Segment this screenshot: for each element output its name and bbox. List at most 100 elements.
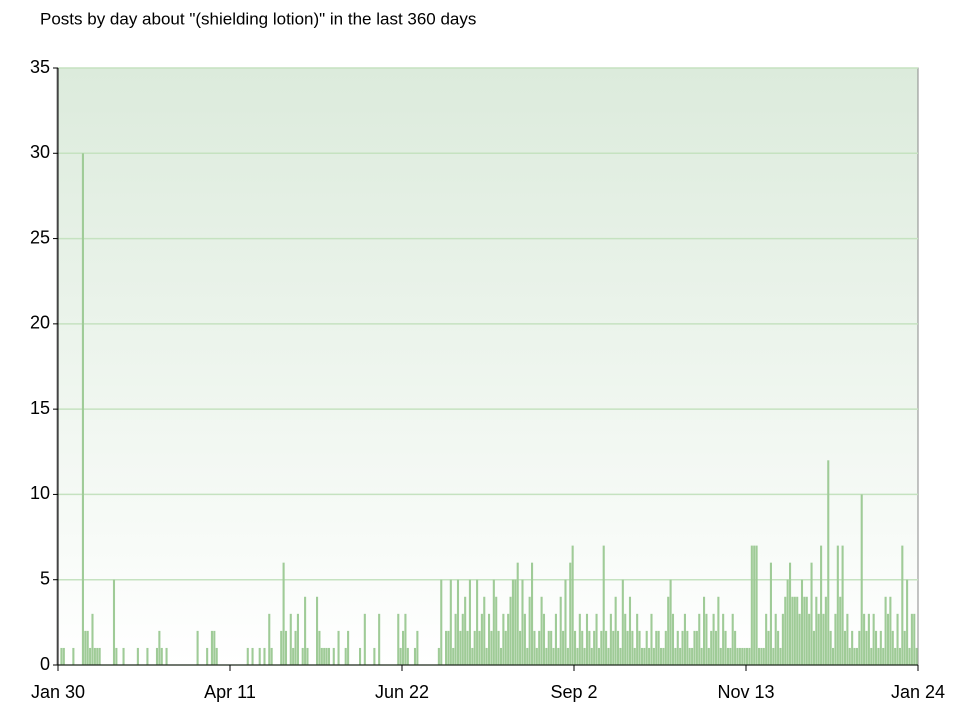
bar [879,630,882,665]
bar [832,647,835,665]
bar [402,630,405,665]
bar [652,647,655,665]
bar [588,630,591,665]
bar [631,630,634,665]
bar [894,647,897,665]
bar [585,613,589,665]
bar [282,562,285,665]
bar [808,613,811,665]
bar [215,647,218,665]
bar [93,647,96,665]
bar [146,647,149,665]
bar [755,545,758,665]
bar [485,647,488,665]
y-tick-label: 15 [30,398,50,418]
bar [865,630,868,665]
bar [836,545,839,665]
bar [449,579,452,665]
bar [614,596,617,665]
bar [798,613,801,665]
bar [703,596,706,665]
bar [913,613,916,665]
bar [122,647,125,665]
bar [72,647,75,665]
bar [662,647,665,665]
bar [562,630,565,665]
bar [619,647,622,665]
bar [284,630,288,665]
bar [750,545,753,665]
bar [559,596,562,665]
bar [760,647,763,665]
bar [533,630,536,665]
bar [903,630,906,665]
chart-title: Posts by day about "(shielding lotion)" … [40,9,476,28]
bar [542,613,546,665]
bar [719,647,722,665]
bar [320,647,323,665]
bar [550,630,553,665]
bar [609,613,612,665]
bar [404,613,407,665]
bar [886,613,890,665]
bar [359,647,362,665]
bar [473,630,476,665]
bar [165,647,168,665]
bar [877,647,880,665]
bar [867,613,870,665]
y-tick-label: 5 [40,568,50,588]
bar [693,630,696,665]
bar [569,562,572,665]
bar [600,630,603,665]
bar [98,647,101,665]
bar [915,647,918,665]
bar [158,630,161,665]
bar [817,613,820,665]
bar [729,647,732,665]
bar [636,613,639,665]
bar [538,630,541,665]
bar [540,596,543,665]
bar [612,630,615,665]
bar [724,630,727,665]
bar [710,630,713,665]
bar [681,630,684,665]
bar [896,613,899,665]
bar [851,630,854,665]
bar [316,596,319,665]
bar [112,579,116,665]
bar [650,613,653,665]
bar [676,630,679,665]
bar [738,647,741,665]
bar [827,460,830,665]
bar [595,613,598,665]
bar [621,579,624,665]
bar [523,613,526,665]
bar [468,579,471,665]
bar [363,613,366,665]
bar [698,613,701,665]
bar [280,630,283,665]
bar [669,579,672,665]
bar [800,579,804,665]
bar [86,630,89,665]
bar [657,630,660,665]
x-tick-label: Nov 13 [717,682,774,702]
bar [664,630,667,665]
bar [843,630,847,665]
bar [748,647,751,665]
bar [325,647,328,665]
bar [509,596,512,665]
x-tick-label: Jan 30 [31,682,85,702]
bar [765,613,768,665]
bar [566,647,569,665]
bar [640,647,643,665]
bar [406,647,409,665]
bar [490,630,493,665]
bar [480,613,483,665]
bar [884,596,887,665]
bar [786,579,789,665]
bar [767,630,770,665]
bar [344,647,347,665]
